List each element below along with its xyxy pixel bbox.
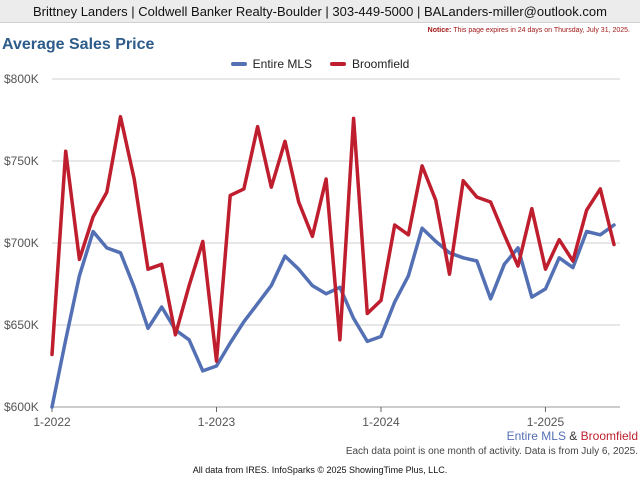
data-note: Each data point is one month of activity… <box>345 446 638 457</box>
source-amp: & <box>565 429 581 443</box>
notice-text: This page expires in 24 days on Thursday… <box>453 27 630 34</box>
contact-text: Brittney Landers | Coldwell Banker Realt… <box>33 3 607 19</box>
y-tick-label: $700K <box>4 236 39 250</box>
footer-credit: All data from IRES. InfoSparks © 2025 Sh… <box>192 465 448 475</box>
series-line-broomfield <box>50 114 616 363</box>
source-broomfield: Broomfield <box>580 429 638 443</box>
chart-legend: Entire MLS Broomfield <box>0 57 640 71</box>
series-source-line: Entire MLS & Broomfield <box>507 429 638 443</box>
x-tick-label: 1-2024 <box>362 415 400 429</box>
legend-item-broomfield[interactable]: Broomfield <box>330 57 409 71</box>
x-tick-label: 1-2022 <box>33 415 71 429</box>
y-tick-label: $750K <box>4 154 39 168</box>
expiry-notice: Notice: This page expires in 24 days on … <box>428 27 630 34</box>
legend-label-broomfield: Broomfield <box>352 57 410 71</box>
legend-swatch-broomfield <box>330 62 346 66</box>
x-tick-label: 1-2023 <box>198 415 236 429</box>
source-entire-mls: Entire MLS <box>506 429 566 443</box>
y-tick-label: $600K <box>4 400 39 414</box>
y-tick-label: $800K <box>4 72 39 86</box>
legend-item-entire-mls[interactable]: Entire MLS <box>230 57 312 71</box>
notice-label: Notice: <box>427 27 452 34</box>
legend-label-entire-mls: Entire MLS <box>252 57 312 71</box>
legend-swatch-entire-mls <box>230 62 247 66</box>
y-tick-label: $650K <box>4 318 39 332</box>
x-tick-label: 1-2025 <box>527 415 565 429</box>
chart-title: Average Sales Price <box>2 36 155 53</box>
contact-banner: Brittney Landers | Coldwell Banker Realt… <box>0 0 640 23</box>
